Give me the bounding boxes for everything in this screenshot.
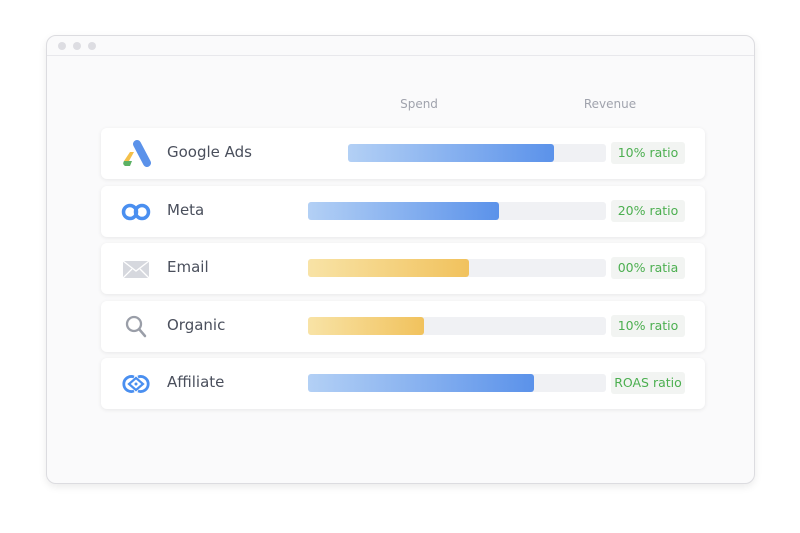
spend-bar <box>348 144 606 162</box>
spend-bar <box>308 317 606 335</box>
spend-bar <box>308 374 606 392</box>
revenue-ratio-badge: 10% ratio <box>611 315 685 337</box>
revenue-ratio-badge: ROAS ratio <box>611 372 685 394</box>
revenue-ratio-badge: 00% ratia <box>611 257 685 279</box>
column-header-revenue: Revenue <box>583 97 637 111</box>
spend-bar-fill <box>308 374 535 392</box>
channel-row-email: Email 00% ratia <box>101 243 705 294</box>
channel-name: Organic <box>167 316 226 334</box>
channel-row-organic: Organic 10% ratio <box>101 301 705 352</box>
window-dot-maximize[interactable] <box>88 42 96 50</box>
column-header-spend: Spend <box>400 97 438 111</box>
channel-name: Email <box>167 258 209 276</box>
affiliate-icon <box>122 375 150 393</box>
browser-window: Spend Revenue Google Ads 10% ratio Meta … <box>46 35 755 484</box>
channel-name: Meta <box>167 201 205 219</box>
envelope-icon <box>122 260 150 279</box>
google-ads-icon <box>123 140 151 167</box>
channel-name: Google Ads <box>167 143 252 161</box>
revenue-ratio-badge: 20% ratio <box>611 200 685 222</box>
spend-bar-fill <box>308 259 469 277</box>
channel-row-google-ads: Google Ads 10% ratio <box>101 128 705 179</box>
title-bar <box>47 36 754 56</box>
search-icon <box>125 315 147 338</box>
window-dot-minimize[interactable] <box>73 42 81 50</box>
window-dot-close[interactable] <box>58 42 66 50</box>
spend-bar-fill <box>308 202 499 220</box>
spend-bar <box>308 259 606 277</box>
revenue-ratio-badge: 10% ratio <box>611 142 685 164</box>
spend-bar <box>308 202 606 220</box>
channel-name: Affiliate <box>167 373 225 391</box>
channel-row-affiliate: Affiliate ROAS ratio <box>101 358 705 409</box>
spend-bar-fill <box>348 144 555 162</box>
channel-row-meta: Meta 20% ratio <box>101 186 705 237</box>
meta-icon <box>121 203 151 221</box>
spend-bar-fill <box>308 317 425 335</box>
